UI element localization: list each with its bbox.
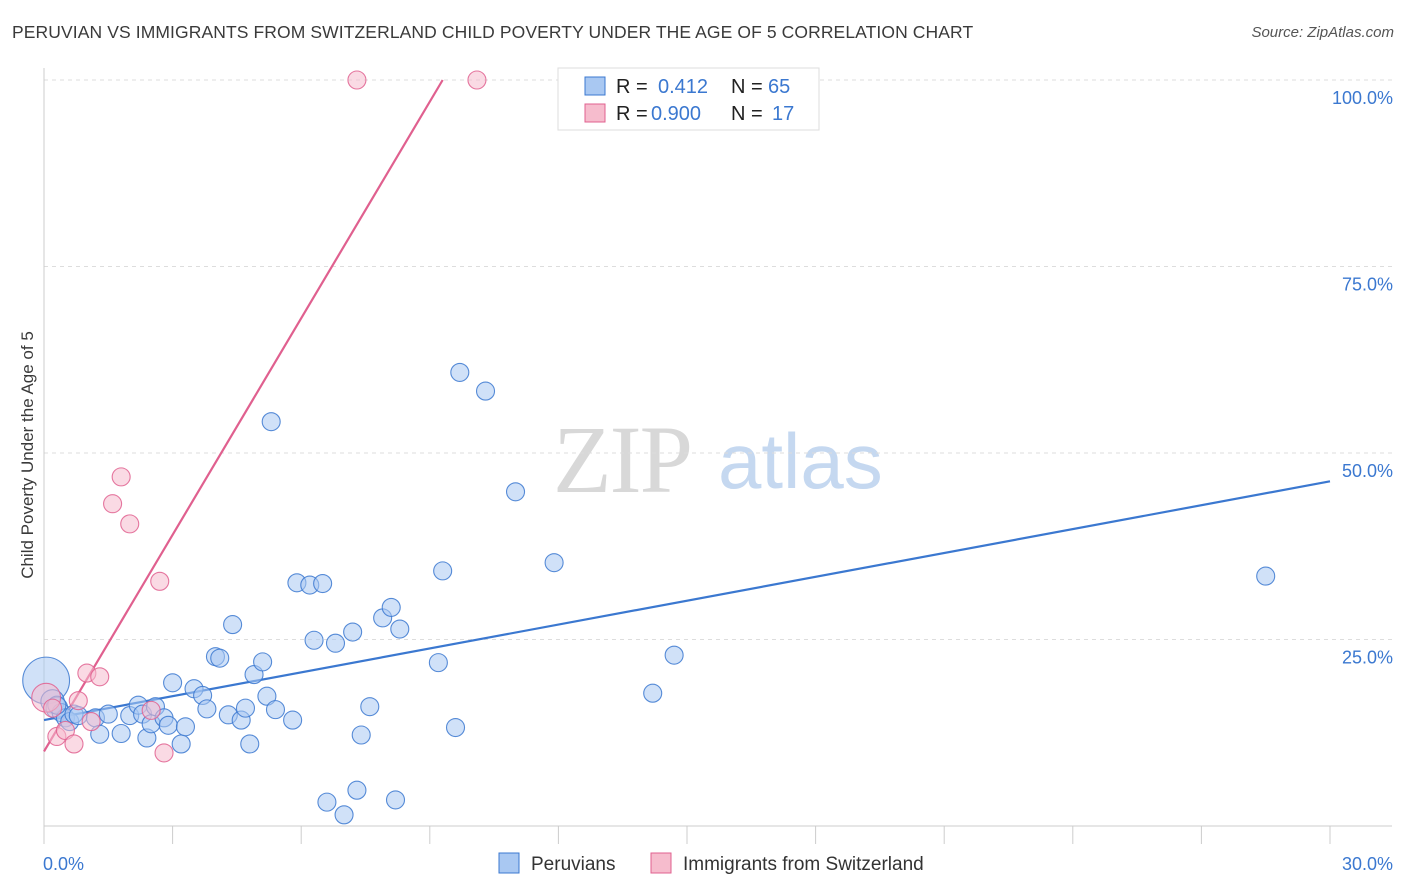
y-tick-label: 100.0% — [1332, 88, 1393, 108]
peruvian-point — [643, 683, 663, 703]
peruvian-point — [98, 704, 118, 724]
peruvian-point — [158, 715, 178, 735]
y-tick-label: 25.0% — [1342, 648, 1393, 668]
legend-n-value-1: 65 — [768, 76, 790, 98]
legend-n-label-2: N = — [731, 103, 763, 125]
peruvian-point — [265, 700, 286, 720]
switzerland-point — [150, 571, 170, 591]
data-points — [22, 70, 1276, 825]
legend-n-value-2: 17 — [772, 103, 794, 125]
peruvian-point — [347, 780, 367, 800]
watermark-zip: ZIP — [553, 406, 691, 513]
peruvian-point — [334, 805, 354, 825]
peruvian-point — [1256, 566, 1276, 586]
switzerland-point — [141, 700, 161, 720]
switzerland-point — [347, 70, 367, 90]
peruvian-point — [343, 622, 363, 642]
switzerland-point — [103, 494, 123, 514]
watermark: ZIP atlas — [553, 406, 883, 513]
tick-labels: 25.0% 50.0% 75.0% 100.0% 0.0% 30.0% — [43, 88, 1393, 874]
x-tick-label: 0.0% — [43, 854, 84, 874]
peruvian-point — [664, 645, 684, 665]
peruvian-point — [505, 482, 526, 502]
series-legend: Peruvians Immigrants from Switzerland — [498, 852, 924, 875]
switzerland-point — [467, 70, 487, 90]
correlation-legend: R = 0.412 N = 65 R = 0.900 N = 17 — [557, 67, 820, 131]
switzerland-point — [154, 743, 174, 763]
legend-r-label-1: R = — [616, 76, 648, 98]
peruvian-point — [111, 723, 131, 744]
chart-title: PERUVIAN VS IMMIGRANTS FROM SWITZERLAND … — [12, 22, 974, 42]
peruvian-point — [317, 792, 337, 812]
watermark-atlas: atlas — [718, 417, 883, 505]
series-swatch-peruvians — [498, 852, 520, 874]
legend-swatch-pink — [584, 103, 606, 123]
switzerland-point — [90, 667, 110, 687]
trend-line-peruvians — [43, 480, 1331, 722]
peruvian-point — [313, 573, 333, 594]
peruvian-point — [445, 717, 466, 738]
legend-swatch-blue — [584, 76, 606, 96]
peruvian-point — [325, 633, 346, 653]
switzerland-point — [111, 467, 131, 487]
peruvian-point — [171, 734, 191, 754]
trend-line-switzerland — [43, 79, 444, 752]
series-label-peruvians: Peruvians — [531, 854, 616, 875]
source-credit: Source: ZipAtlas.com — [1251, 24, 1394, 41]
series-label-switzerland: Immigrants from Switzerland — [683, 854, 924, 875]
peruvian-point — [210, 648, 230, 668]
legend-r-value-1: 0.412 — [658, 76, 708, 98]
peruvian-point — [351, 725, 371, 745]
peruvian-point — [385, 790, 406, 810]
peruvian-point — [223, 615, 243, 635]
series-swatch-switzerland — [650, 852, 672, 874]
x-tick-label: 30.0% — [1342, 854, 1393, 874]
legend-n-label-1: N = — [731, 76, 763, 98]
peruvian-point — [235, 698, 256, 718]
y-axis-title: Child Poverty Under the Age of 5 — [18, 331, 37, 579]
peruvian-point — [283, 710, 303, 730]
y-tick-label: 75.0% — [1342, 275, 1393, 295]
peruvian-point — [390, 619, 410, 639]
peruvian-point — [433, 561, 453, 581]
switzerland-point — [68, 691, 88, 711]
peruvian-point — [304, 630, 324, 650]
peruvian-point — [450, 362, 470, 382]
peruvian-point — [175, 717, 196, 737]
peruvian-point — [163, 673, 183, 693]
peruvian-point — [240, 734, 260, 754]
legend-r-label-2: R = — [616, 103, 648, 125]
peruvian-point — [428, 653, 448, 673]
peruvian-point — [360, 697, 380, 717]
peruvian-point — [544, 553, 564, 573]
y-tick-label: 50.0% — [1342, 461, 1393, 481]
switzerland-point — [81, 712, 101, 732]
switzerland-point — [64, 734, 84, 754]
peruvian-point — [253, 652, 273, 672]
gridlines — [44, 79, 1392, 640]
switzerland-point — [55, 720, 75, 741]
switzerland-point — [120, 514, 140, 534]
peruvian-point — [257, 686, 277, 706]
axes — [43, 68, 1392, 844]
peruvian-point — [197, 699, 217, 719]
peruvian-point — [475, 381, 496, 401]
peruvian-point — [381, 597, 401, 617]
switzerland-point — [43, 698, 63, 718]
peruvian-point — [261, 412, 281, 432]
legend-r-value-2: 0.900 — [651, 103, 701, 125]
